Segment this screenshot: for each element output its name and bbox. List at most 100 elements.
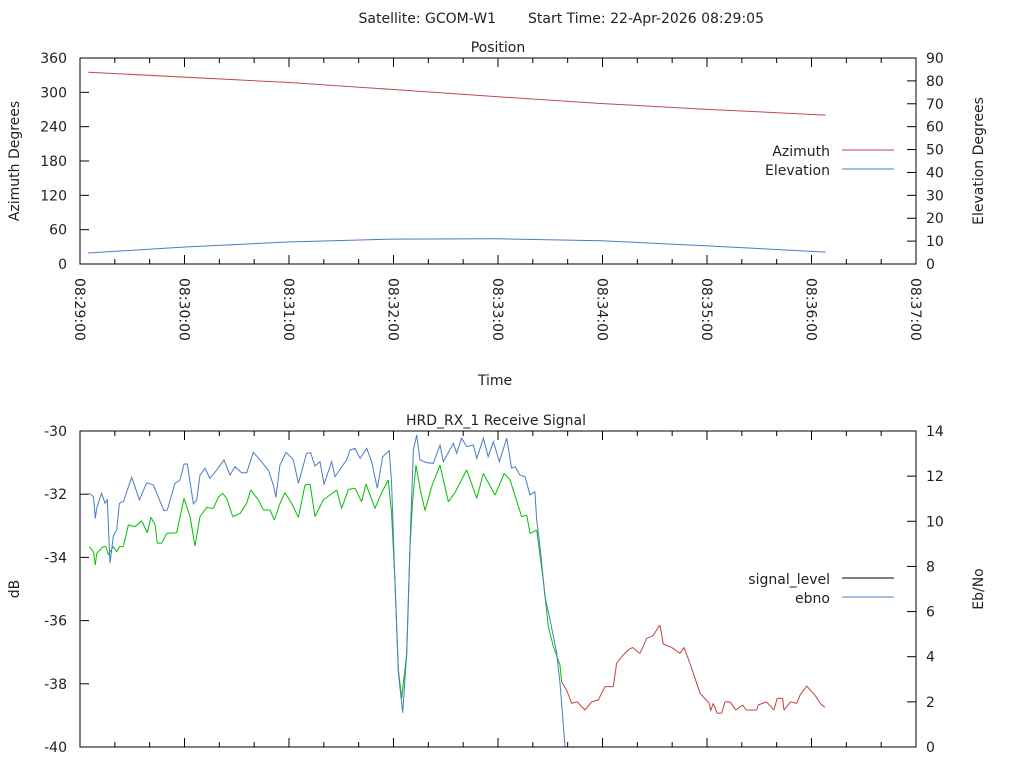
series-signal-level-segment: [799, 685, 808, 696]
series-signal-level-segment: [304, 483, 311, 486]
series-signal-level-segment: [323, 495, 329, 501]
series-signal-level-segment: [96, 546, 104, 554]
y2-axis-label: Eb/No: [971, 568, 987, 610]
legend-label-elevation: Elevation: [765, 163, 830, 179]
series-signal-level-segment: [314, 499, 324, 517]
series-signal-level-segment: [454, 469, 468, 493]
series-signal-level-segment: [94, 553, 98, 566]
y2-tick-label: 90: [926, 51, 944, 67]
x-tick-label: 08:37:00: [907, 278, 923, 341]
series-signal-level-segment: [257, 499, 264, 511]
series-signal-level-segment: [521, 514, 527, 518]
series-signal-level-segment: [246, 489, 252, 504]
series-signal-level-segment: [699, 692, 710, 704]
series-signal-level-segment: [431, 464, 441, 487]
series-signal-level-segment: [92, 551, 96, 566]
series-signal-level-segment: [571, 701, 578, 704]
series-signal-level-segment: [509, 479, 523, 517]
y-tick-label: 180: [40, 154, 67, 170]
series-signal-level-segment: [439, 465, 449, 502]
y2-tick-label: 70: [926, 97, 944, 113]
series-signal-level-segment: [591, 699, 599, 703]
y-tick-label: -36: [44, 614, 67, 630]
series-signal-level-segment: [712, 703, 718, 714]
y-axis-label: Azimuth Degrees: [7, 101, 23, 221]
series-signal-level-segment: [729, 701, 737, 711]
x-tick-label: 08:30:00: [176, 278, 192, 341]
series-signal-level-segment: [782, 698, 785, 711]
series-signal-level-segment: [559, 665, 563, 682]
y-axis-label: dB: [7, 580, 23, 599]
y2-tick-label: 0: [926, 257, 935, 273]
series-signal-level-segment: [354, 487, 363, 503]
series-signal-level-segment: [297, 484, 306, 518]
y-tick-label: -40: [44, 740, 67, 756]
series-signal-level-segment: [526, 514, 531, 534]
y2-tick-label: 12: [926, 469, 944, 485]
series-signal-level-segment: [415, 465, 421, 489]
y-tick-label: 300: [40, 85, 67, 101]
series-signal-level-segment: [710, 703, 714, 711]
x-tick-label: 08:32:00: [385, 278, 401, 341]
x-axis-label: Time: [477, 373, 512, 389]
series-signal-level-segment: [482, 473, 496, 496]
series-signal-level-segment: [189, 516, 196, 547]
series-signal-level-segment: [374, 492, 383, 509]
series-signal-level-segment: [341, 489, 349, 509]
series-signal-level-segment: [529, 529, 537, 534]
receive-signal-chart: HRD_RX_1 Receive Signal dB Eb/No signal_…: [7, 413, 987, 756]
series-signal-level-segment: [105, 546, 109, 556]
series-signal-level-segment: [612, 663, 618, 687]
legend-label-ebno: ebno: [795, 591, 830, 607]
x-tick-label: 08:34:00: [594, 278, 610, 341]
y2-tick-label: 6: [926, 605, 935, 621]
series-signal-level-segment: [576, 701, 586, 711]
x-tick-label: 08:29:00: [71, 278, 87, 341]
series-signal-level-segment: [503, 473, 511, 481]
series-signal-level-segment: [161, 533, 168, 544]
series-signal-level-segment: [291, 503, 299, 518]
y2-tick-label: 10: [926, 234, 944, 250]
x-tick-label: 08:35:00: [698, 278, 714, 341]
series-signal-level-segment: [217, 492, 223, 498]
y2-axis-label: Elevation Degrees: [971, 97, 987, 225]
series-signal-level-segment: [116, 546, 120, 552]
series-signal-level-segment: [250, 489, 259, 501]
y2-tick-label: 10: [926, 514, 944, 530]
series-signal-level-segment: [348, 487, 356, 490]
series-signal-level-segment: [166, 532, 177, 534]
y2-tick-label: 8: [926, 559, 935, 575]
series-signal-level-segment: [566, 689, 573, 704]
series-signal-level-segment: [721, 701, 726, 714]
series-signal-level-segment: [150, 517, 156, 526]
series-signal-level-segment: [194, 516, 201, 547]
y-tick-label: 120: [40, 188, 67, 204]
series-signal-level-segment: [273, 503, 281, 521]
series-signal-level-segment: [742, 704, 747, 711]
y-tick-label: 0: [58, 257, 67, 273]
series-azimuth-line: [88, 71, 826, 116]
series-signal-level-segment: [154, 524, 158, 544]
series-signal-level-segment: [447, 492, 456, 503]
series-signal-level-segment: [756, 704, 759, 711]
series-signal-level-segment: [176, 498, 185, 533]
plot-frame: [79, 57, 917, 265]
y2-tick-label: 80: [926, 74, 944, 90]
series-signal-level-segment: [309, 484, 316, 517]
series-signal-level-segment: [387, 479, 393, 514]
series-signal-level-segment: [476, 473, 484, 499]
series-signal-level-segment: [226, 498, 234, 517]
series-signal-level-segment: [766, 701, 775, 711]
plot-frame: [79, 430, 917, 748]
series-signal-level-segment: [222, 492, 228, 499]
x-tick-label: 08:33:00: [489, 278, 505, 341]
y-tick-label: -32: [44, 487, 67, 503]
y-tick-label: -34: [44, 550, 67, 566]
series-signal-level-segment: [652, 624, 661, 637]
series-signal-level-segment: [199, 507, 208, 517]
series-signal-level-segment: [134, 520, 142, 528]
y2-tick-label: 50: [926, 143, 944, 159]
series-signal-level-segment: [112, 546, 118, 552]
series-signal-level-segment: [212, 497, 219, 509]
